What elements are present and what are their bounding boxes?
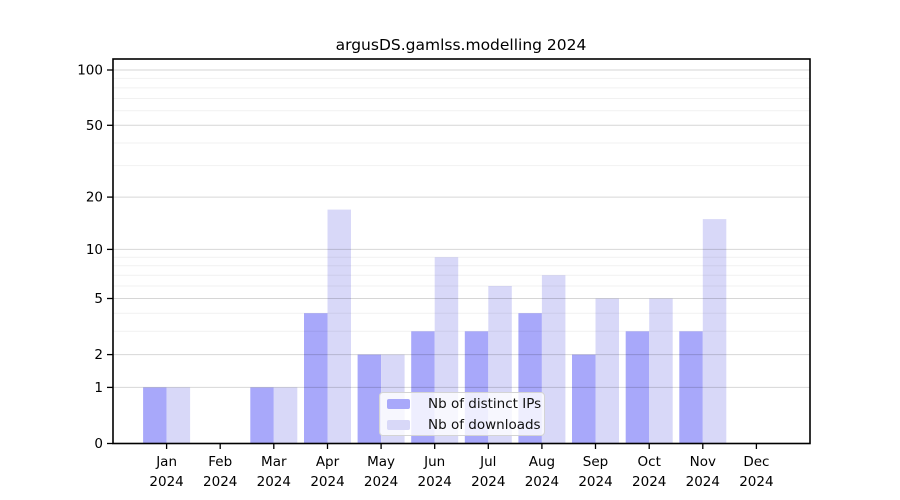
x-tick-label-month: Apr [316,454,340,470]
x-tick-label-year: 2024 [203,474,237,490]
x-tick-label-year: 2024 [632,474,666,490]
legend: Nb of distinct IPs Nb of downloads [379,392,545,436]
bar-oct-downloads [649,298,673,444]
bar-apr-distinct-ips [304,313,328,444]
bar-nov-downloads [702,219,727,444]
x-tick-label-month: Nov [690,454,716,470]
x-tick-label-month: Jul [479,454,496,470]
bar-jan-downloads [166,387,191,444]
y-tick-label: 2 [94,347,103,363]
bar-mar-downloads [273,387,298,444]
bar-mar-distinct-ips [250,387,274,444]
x-tick-label-month: Dec [743,454,769,470]
bar-aug-downloads [541,275,566,444]
x-tick-label-year: 2024 [257,474,291,490]
bar-nov-distinct-ips [679,331,703,444]
chart-title: argusDS.gamlss.modelling 2024 [335,36,587,54]
bar-may-distinct-ips [357,354,382,444]
x-tick-label-month: Oct [638,454,661,470]
x-tick-label-month: May [367,454,395,470]
legend-item-downloads: Nb of downloads [380,415,544,434]
y-tick-label: 0 [94,436,103,452]
x-tick-label-month: Mar [261,454,287,470]
bar-jan-distinct-ips [143,387,167,444]
y-tick-label: 50 [86,118,103,134]
legend-item-distinct-ips: Nb of distinct IPs [380,394,544,413]
bar-apr-downloads [327,209,351,444]
x-tick-label-year: 2024 [578,474,612,490]
x-tick-label-month: Jun [423,454,445,470]
bar-sep-distinct-ips [572,354,596,444]
legend-swatch-distinct-ips [387,398,410,409]
x-tick-label-year: 2024 [149,474,183,490]
x-tick-label-month: Aug [529,454,555,470]
x-tick-label-month: Jan [155,454,177,470]
legend-label-downloads: Nb of downloads [428,416,541,433]
legend-label-distinct-ips: Nb of distinct IPs [428,395,542,412]
x-tick-label-month: Feb [208,454,232,470]
x-tick-label-month: Sep [583,454,608,470]
x-tick-label-year: 2024 [739,474,773,490]
bar-oct-distinct-ips [625,331,650,444]
y-tick-label: 20 [86,190,103,206]
x-tick-label-year: 2024 [686,474,720,490]
plot-frame [112,58,811,445]
y-tick-label: 5 [94,291,103,307]
bar-sep-downloads [595,298,619,444]
y-tick-label: 10 [86,242,103,258]
x-tick-label-year: 2024 [310,474,344,490]
x-tick-label-year: 2024 [525,474,559,490]
x-tick-label-year: 2024 [364,474,398,490]
y-tick-label: 100 [77,63,103,79]
x-tick-label-year: 2024 [418,474,452,490]
y-tick-label: 1 [94,380,103,396]
x-tick-label-year: 2024 [471,474,505,490]
legend-swatch-downloads [387,419,410,430]
